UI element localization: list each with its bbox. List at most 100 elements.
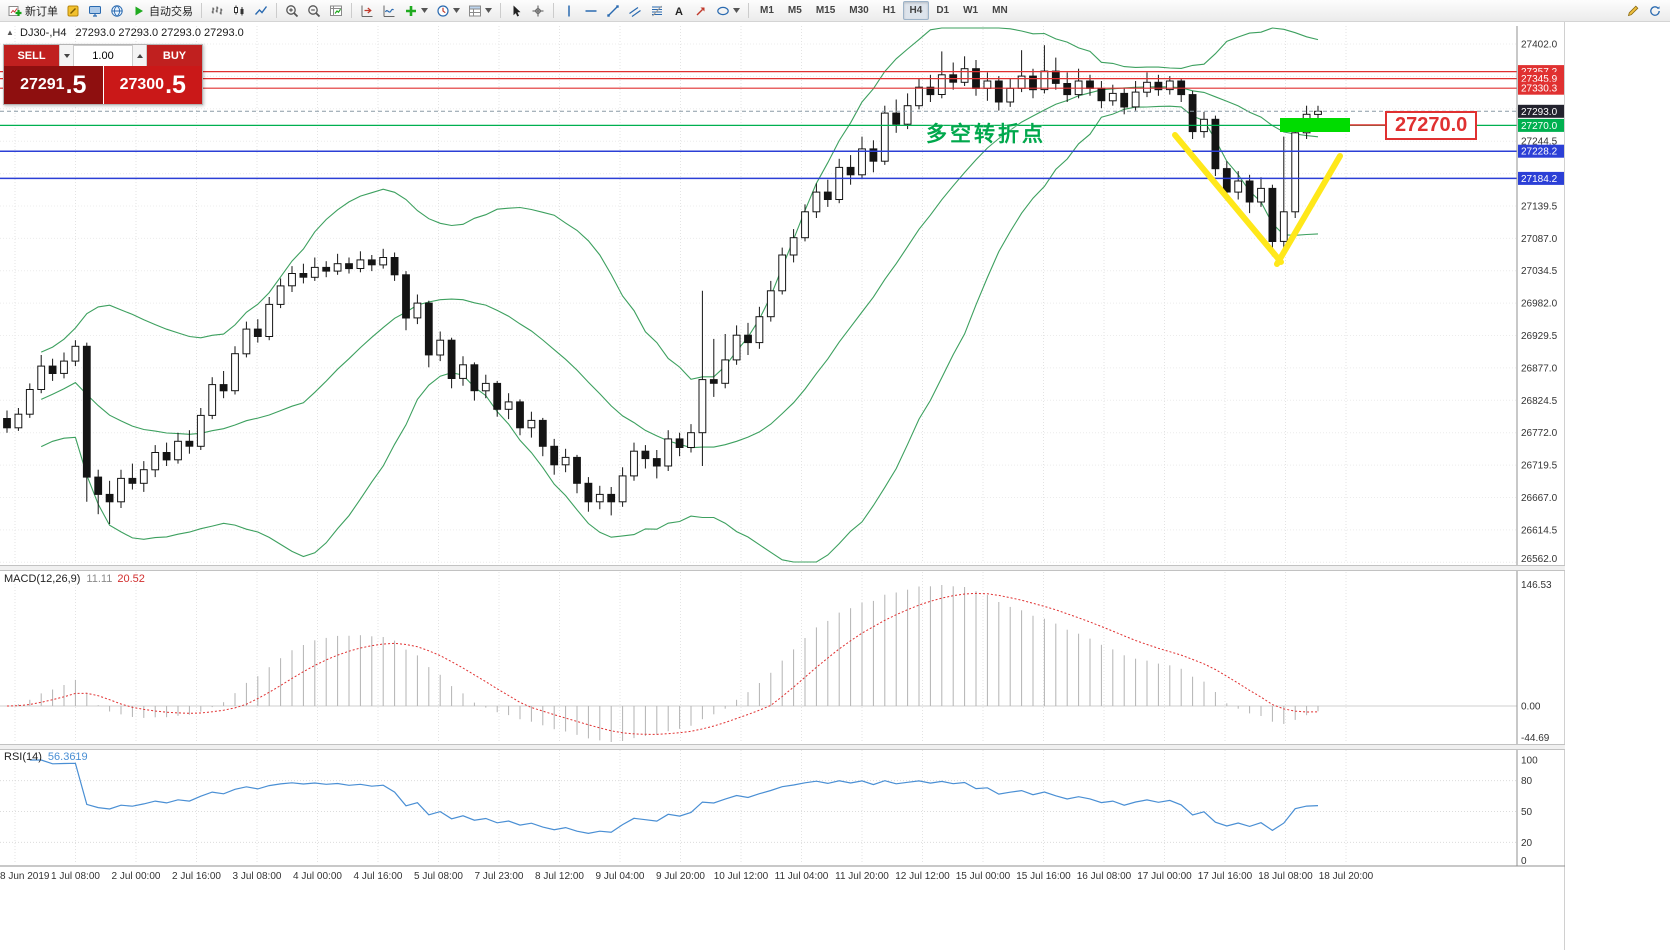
trendline-button[interactable] [602,1,624,20]
svg-text:26614.5: 26614.5 [1521,525,1558,536]
timeframe-d1-button[interactable]: D1 [936,5,950,16]
timeframe-h1-button[interactable]: H1 [882,5,896,16]
line-chart-button[interactable] [250,1,272,20]
triangle-down-icon [63,53,70,58]
zoom-in-button[interactable] [281,1,303,20]
text-button[interactable]: A [668,1,690,20]
svg-text:17 Jul 16:00: 17 Jul 16:00 [1198,871,1253,882]
volume-increase-button[interactable] [132,45,147,66]
caret-down-icon [485,8,492,13]
macd-indicator-label: MACD(12,26,9) 11.11 20.52 [4,573,145,585]
sell-price[interactable]: 27291.5 [4,66,104,104]
timeframe-mn-button[interactable]: MN [992,5,1008,16]
volume-input[interactable] [74,45,132,66]
shapes-icon [717,6,729,15]
macd-panel-splitter[interactable] [0,565,1565,571]
price-tag [1518,81,1564,95]
zoom-out-button[interactable] [303,1,325,20]
website-button[interactable] [106,1,128,20]
triangle-up-icon: ▲ [6,28,14,37]
timeframe-h4-button[interactable]: H4 [902,1,930,20]
svg-text:A: A [675,6,683,18]
autotrading-icon [135,6,143,15]
metaeditor-button[interactable] [62,1,84,20]
timeframe-w1-button[interactable]: W1 [963,5,979,16]
channel-button[interactable] [624,1,646,20]
chart-window[interactable] [0,22,1565,950]
oct-collapse-toggle[interactable]: ▲ [6,28,14,37]
crosshair-button[interactable] [527,1,549,20]
horizontal-line-button[interactable] [580,1,602,20]
svg-text:17 Jul 00:00: 17 Jul 00:00 [1137,871,1192,882]
yellow-trendline[interactable] [1274,153,1343,267]
svg-text:27270.0: 27270.0 [1521,121,1558,132]
auto-scroll-button[interactable] [378,1,400,20]
svg-text:26982.0: 26982.0 [1521,299,1558,310]
candles-icon [234,5,244,15]
timeframe-m15-button[interactable]: M15 [815,5,836,16]
svg-text:27244.5: 27244.5 [1521,137,1558,148]
indicators-button[interactable] [400,1,432,20]
main-toolbar: 新订单 自动交易 A M1 M5 M15 M30 H1 H4 D1 W1 MN [0,0,1670,22]
timeframe-m1-button[interactable]: M1 [760,5,774,16]
svg-text:27139.5: 27139.5 [1521,202,1558,213]
new-order-button[interactable]: 新订单 [4,1,62,20]
macd-histogram [6,585,1319,742]
level-lines[interactable] [0,70,1517,180]
autotrading-button-label: 自动交易 [149,5,193,18]
rsi-value: 56.3619 [47,751,88,763]
shapes-button[interactable] [712,1,744,20]
svg-text:50: 50 [1521,807,1533,818]
periods-icon [437,4,449,17]
buy-button[interactable]: BUY [147,45,202,66]
sell-button[interactable]: SELL [4,45,59,66]
bars-chart-button[interactable] [206,1,228,20]
chart-objects[interactable] [1172,118,1385,267]
svg-text:146.53: 146.53 [1521,580,1552,591]
terminal-button[interactable] [84,1,106,20]
bollinger-lower-line [40,105,1319,563]
caret-down-icon [733,8,740,13]
crosshair-icon [532,5,544,16]
globe-icon [111,4,123,17]
svg-text:0: 0 [1521,856,1527,867]
edit-button[interactable] [1622,1,1644,20]
sell-price-main: 27291 [20,76,65,93]
yellow-trendline[interactable] [1172,132,1284,265]
price-callout-box[interactable]: 27270.0 [1385,111,1478,140]
time-axis[interactable]: 8 Jun 2019 1 Jul 08:00 2 Jul 00:00 2 Jul 16… [0,871,1374,882]
green-zone-highlight[interactable] [1280,118,1350,132]
svg-text:11 Jul 20:00: 11 Jul 20:00 [835,871,889,882]
candle-chart-button[interactable] [228,1,250,20]
volume-decrease-button[interactable] [59,45,74,66]
fibonacci-button[interactable] [646,1,668,20]
arrows-button[interactable] [690,1,712,20]
timeframe-m5-button[interactable]: M5 [787,5,802,16]
templates-button[interactable] [464,1,496,20]
chart-canvas[interactable]: 27402.0 27244.5 27139.5 27087.0 27034.5 26982… [0,0,1565,950]
svg-text:27293.0: 27293.0 [1521,107,1558,118]
price-tag [1518,104,1564,118]
autotrading-button[interactable]: 自动交易 [128,1,197,20]
timeframe-m30-button[interactable]: M30 [849,5,869,16]
macd-signal-line [6,592,1319,735]
refresh-button[interactable] [1644,1,1666,20]
macd-value: 11.11 [86,573,113,585]
chart-note-text[interactable]: 多空转折点 [926,123,1046,146]
trendline-icon [607,4,619,17]
strategy-tester-button[interactable] [325,1,347,20]
price-axis[interactable]: 27402.0 27244.5 27139.5 27087.0 27034.5 26982… [0,26,1565,867]
periods-button[interactable] [432,1,464,20]
metaeditor-icon [67,5,79,16]
buy-price[interactable]: 27300.5 [103,66,202,104]
chart-shift-button[interactable] [356,1,378,20]
svg-text:18 Jul 20:00: 18 Jul 20:00 [1319,871,1374,882]
rsi-panel-splitter[interactable] [0,744,1565,750]
buy-price-main: 27300 [119,76,165,93]
cursor-button[interactable] [505,1,527,20]
symbol-period: DJ30-,H4 [20,27,67,39]
toolbar-separator [553,3,554,18]
vertical-line-button[interactable] [558,1,580,20]
bars-icon [211,6,223,14]
macd-signal-value: 20.52 [117,573,145,585]
